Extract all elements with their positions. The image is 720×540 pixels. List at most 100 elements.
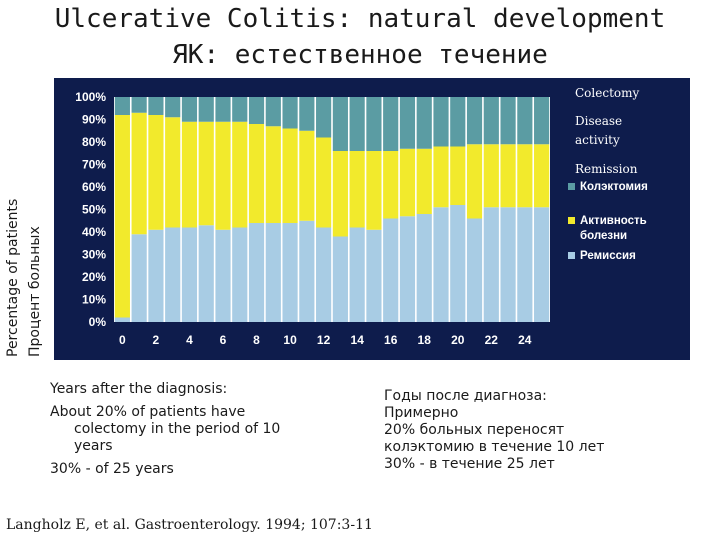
bar-segment: [316, 227, 332, 322]
bar-segment: [181, 121, 198, 228]
bar-segment: [517, 97, 533, 145]
bar-segment: [483, 207, 499, 322]
bar-segment: [198, 225, 214, 322]
bar-segment: [198, 121, 214, 226]
bar-segment: [299, 220, 315, 322]
bar-segment: [450, 146, 466, 205]
bar-segment: [265, 97, 281, 127]
legend-label: Ремиссия: [580, 250, 636, 262]
x-tick-label: 4: [186, 333, 193, 347]
legend-label: Колэктомия: [580, 181, 648, 193]
bar-segment: [265, 223, 281, 322]
bar-segment: [450, 97, 466, 147]
y-tick-label: 10%: [82, 293, 106, 307]
bar-segment: [483, 97, 499, 145]
bar-segment: [299, 130, 315, 221]
bar-segment: [483, 144, 499, 208]
legend-swatch: [568, 183, 575, 190]
notes-ru-line: Примерно: [384, 405, 459, 421]
notes-ru-line: Годы после диагноза:: [384, 388, 547, 404]
bar-segment: [416, 214, 432, 322]
y-tick-label: 70%: [82, 158, 106, 172]
page-subtitle: ЯК: естественное течение: [172, 40, 548, 70]
x-tick-label: 8: [253, 333, 260, 347]
y-tick-label: 30%: [82, 248, 106, 262]
legend-en-disease-activity: Disease activity: [575, 114, 623, 147]
bar-segment: [316, 97, 332, 138]
legend-swatch: [568, 252, 575, 259]
y-tick-label: 50%: [82, 203, 106, 217]
bar-segment: [282, 97, 298, 129]
notes-en-line: colectomy in the period of 10: [74, 421, 281, 437]
bar-segment: [366, 97, 382, 151]
x-tick-label: 20: [451, 333, 465, 347]
bar-segment: [466, 144, 483, 219]
legend-en-remission: Remission: [575, 162, 638, 176]
bar-segment: [416, 148, 432, 214]
bar-segment: [181, 97, 198, 122]
x-tick-label: 2: [153, 333, 160, 347]
y-tick-label: 60%: [82, 180, 106, 194]
x-tick-label: 24: [518, 333, 532, 347]
bar-segment: [215, 121, 231, 230]
x-tick-label: 12: [317, 333, 331, 347]
bar-segment: [500, 207, 516, 322]
bar-segment: [215, 97, 231, 122]
bar-segment: [165, 227, 181, 322]
bar-segment: [534, 144, 550, 208]
bar-segment: [534, 97, 550, 145]
x-tick-label: 0: [119, 333, 126, 347]
bar-segment: [114, 317, 130, 322]
y-tick-label: 0%: [89, 315, 107, 329]
bar-segment: [383, 151, 399, 219]
notes-en-line: About 20% of patients have: [50, 404, 246, 420]
bar-segment: [248, 97, 265, 124]
chart: 0%10%20%30%40%50%60%70%80%90%100%0 2 4 6 8 10…: [75, 90, 648, 347]
x-tick-label: 14: [351, 333, 365, 347]
bar-segment: [232, 97, 248, 122]
notes-ru: Годы после диагноза: Примерно 20% больны…: [384, 388, 704, 473]
y-axis-label-ru: Процент больных: [27, 226, 43, 357]
legend-label: болезни: [580, 230, 627, 242]
bar-segment: [416, 97, 432, 149]
bar-segment: [282, 128, 298, 223]
y-tick-label: 90%: [82, 113, 106, 127]
bar-segment: [131, 97, 147, 113]
page-title: Ulcerative Colitis: natural development: [54, 4, 666, 34]
bar-segment: [349, 227, 365, 322]
x-tick-label: 6: [220, 333, 227, 347]
bar-segment: [165, 97, 181, 118]
bar-segment: [366, 229, 382, 322]
bar-segment: [248, 223, 265, 322]
bar-segment: [148, 115, 164, 230]
y-axis-label-en: Percentage of patients: [5, 198, 21, 357]
legend-swatch: [568, 217, 575, 224]
bar-segment: [500, 144, 516, 208]
legend-en-colectomy: Colectomy: [575, 86, 640, 100]
bar-segment: [148, 97, 164, 115]
bar-segment: [466, 97, 483, 145]
bar-segment: [383, 218, 399, 322]
notes-en-line: years: [74, 438, 113, 454]
notes-en: Years after the diagnosis: About 20% of …: [50, 381, 350, 478]
notes-ru-line: колэктомию в течение 10 лет: [384, 439, 605, 455]
bar-segment: [299, 97, 315, 131]
bar-segment: [366, 151, 382, 230]
bar-segment: [466, 218, 483, 322]
bar-segment: [450, 205, 466, 322]
bar-segment: [433, 207, 449, 322]
bar-segment: [534, 207, 550, 322]
bar-segment: [131, 112, 147, 235]
bar-segment: [181, 227, 198, 322]
bar-segment: [399, 97, 416, 149]
bar-segment: [349, 151, 365, 228]
y-tick-label: 80%: [82, 135, 106, 149]
bar-segment: [332, 97, 348, 151]
x-tick-label: 16: [384, 333, 398, 347]
bar-segment: [383, 97, 399, 151]
y-tick-label: 20%: [82, 270, 106, 284]
bar-segment: [433, 146, 449, 208]
citation: Langholz E, et al. Gastroenterology. 199…: [6, 517, 373, 533]
bar-segment: [232, 121, 248, 228]
bar-segment: [282, 223, 298, 322]
